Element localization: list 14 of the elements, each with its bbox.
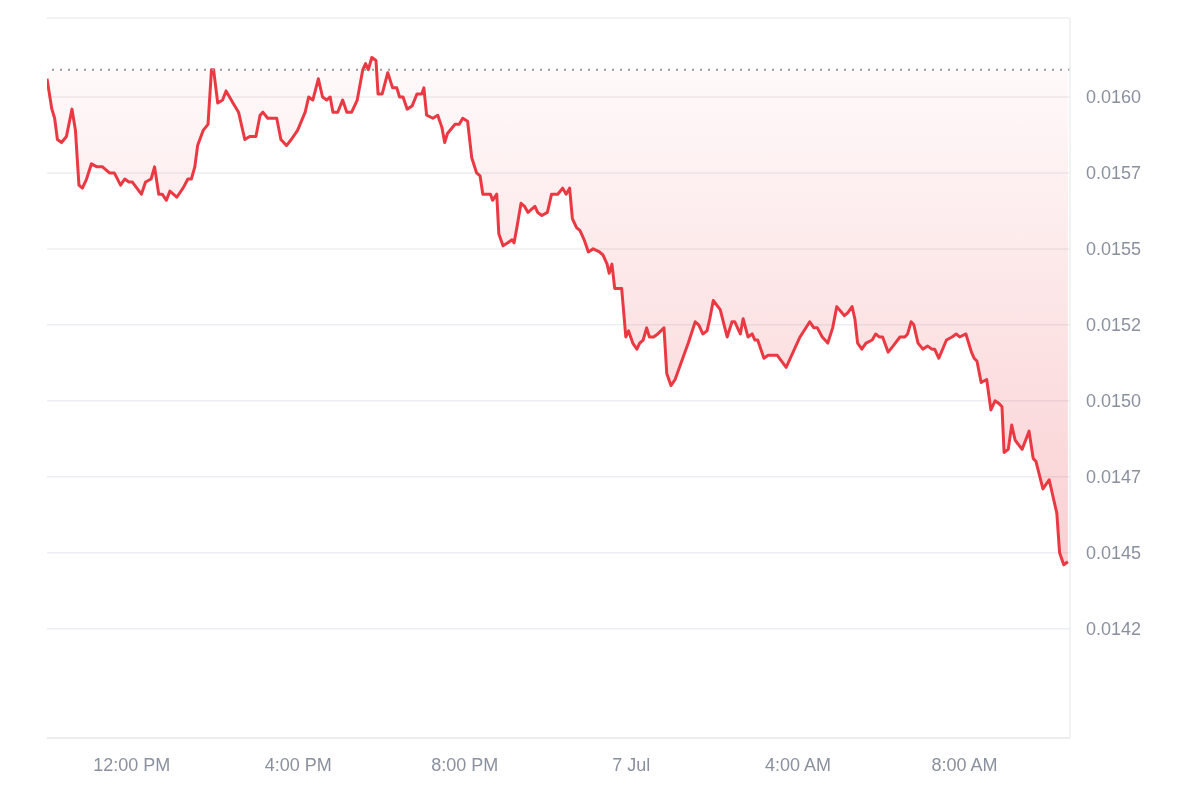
- y-tick-label: 0.0142: [1086, 619, 1142, 640]
- y-tick-label: 0.0145: [1086, 543, 1142, 564]
- x-tick-label: 8:00 AM: [931, 754, 998, 775]
- x-tick-label: 8:00 PM: [431, 754, 499, 775]
- y-tick-label: 0.0160: [1086, 87, 1142, 108]
- x-tick-label: 4:00 AM: [764, 754, 831, 775]
- x-tick-label: 12:00 PM: [93, 754, 171, 775]
- x-tick-label: 7 Jul: [612, 754, 651, 775]
- x-tick-label: 4:00 PM: [264, 754, 332, 775]
- y-tick-label: 0.0152: [1086, 315, 1142, 336]
- y-tick-label: 0.0147: [1086, 467, 1142, 488]
- y-tick-label: 0.0155: [1086, 239, 1142, 260]
- y-tick-label: 0.0150: [1086, 391, 1142, 412]
- y-tick-label: 0.0157: [1086, 163, 1142, 184]
